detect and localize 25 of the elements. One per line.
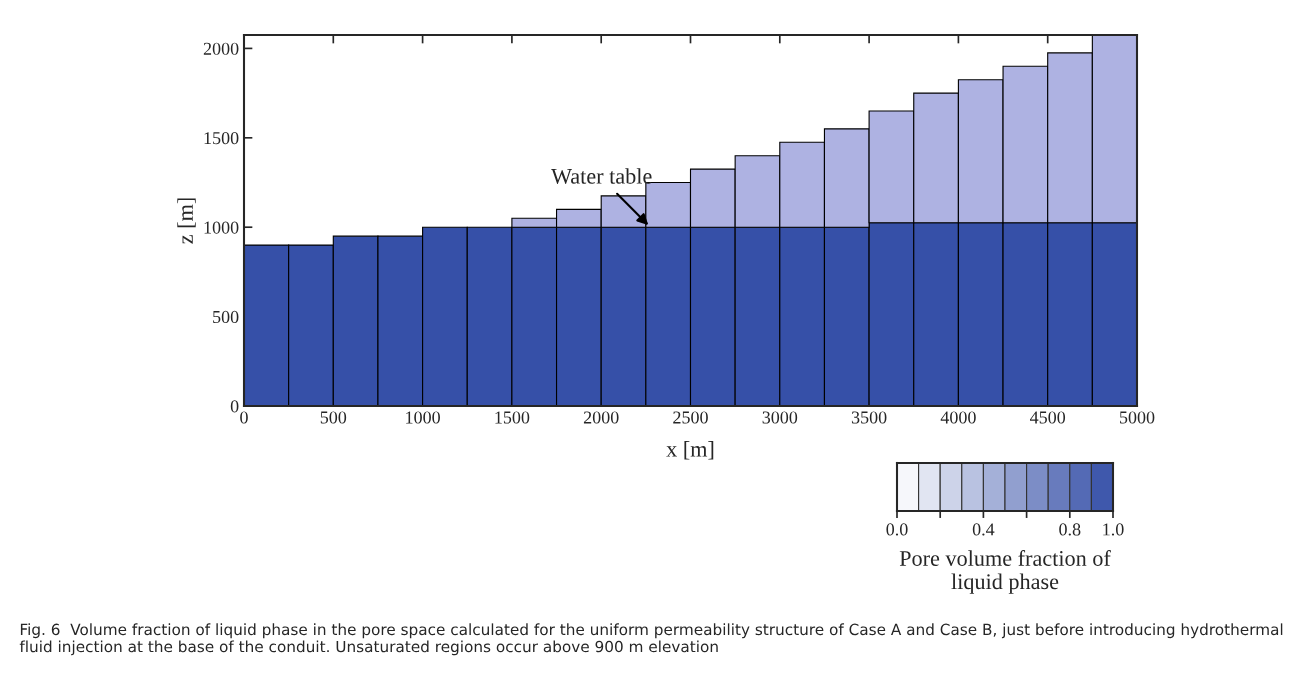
x-axis-title: x [m] [666,441,714,460]
x-tick-label: 4500 [1030,411,1066,424]
caption: Fig. 6 Volume fraction of liquid phase in the pore space calculated for the uniform permeability structure of Case A and Case B, just before introducing hydrothermal fluid injection at the base of the conduit. Unsaturated regions occur above 900 m elevation [19,623,1283,656]
x-tick-label: 2000 [583,411,619,424]
color-bar-label: 1.0 [1103,523,1124,536]
x-tick-label: 3000 [762,411,798,424]
y-tick-label: 2000 [203,42,239,55]
color-bar-title: Pore volume fraction of liquid phase [899,550,1111,594]
x-tick-label: 500 [320,411,347,424]
y-tick-label: 0 [230,400,239,413]
annotation: Water table [551,168,652,184]
x-tick-label: 1500 [495,411,530,424]
x-tick-label: 1000 [406,411,440,424]
y-tick-label: 1000 [204,221,239,234]
color-bar-label: 0.8 [1059,523,1081,536]
x-tick-label: 3500 [851,411,887,424]
color-bar-label: 0.4 [972,523,995,536]
x-tick-label: 5000 [1119,411,1155,424]
color-bar-label: 0.0 [886,523,908,536]
y-axis-title: z [m] [177,198,196,244]
x-tick-label: 4000 [940,411,976,424]
x-tick-label: 2500 [673,411,708,424]
y-tick-label: 1500 [204,132,239,145]
x-tick-label: 0 [240,411,248,424]
y-tick-label: 500 [213,310,239,324]
